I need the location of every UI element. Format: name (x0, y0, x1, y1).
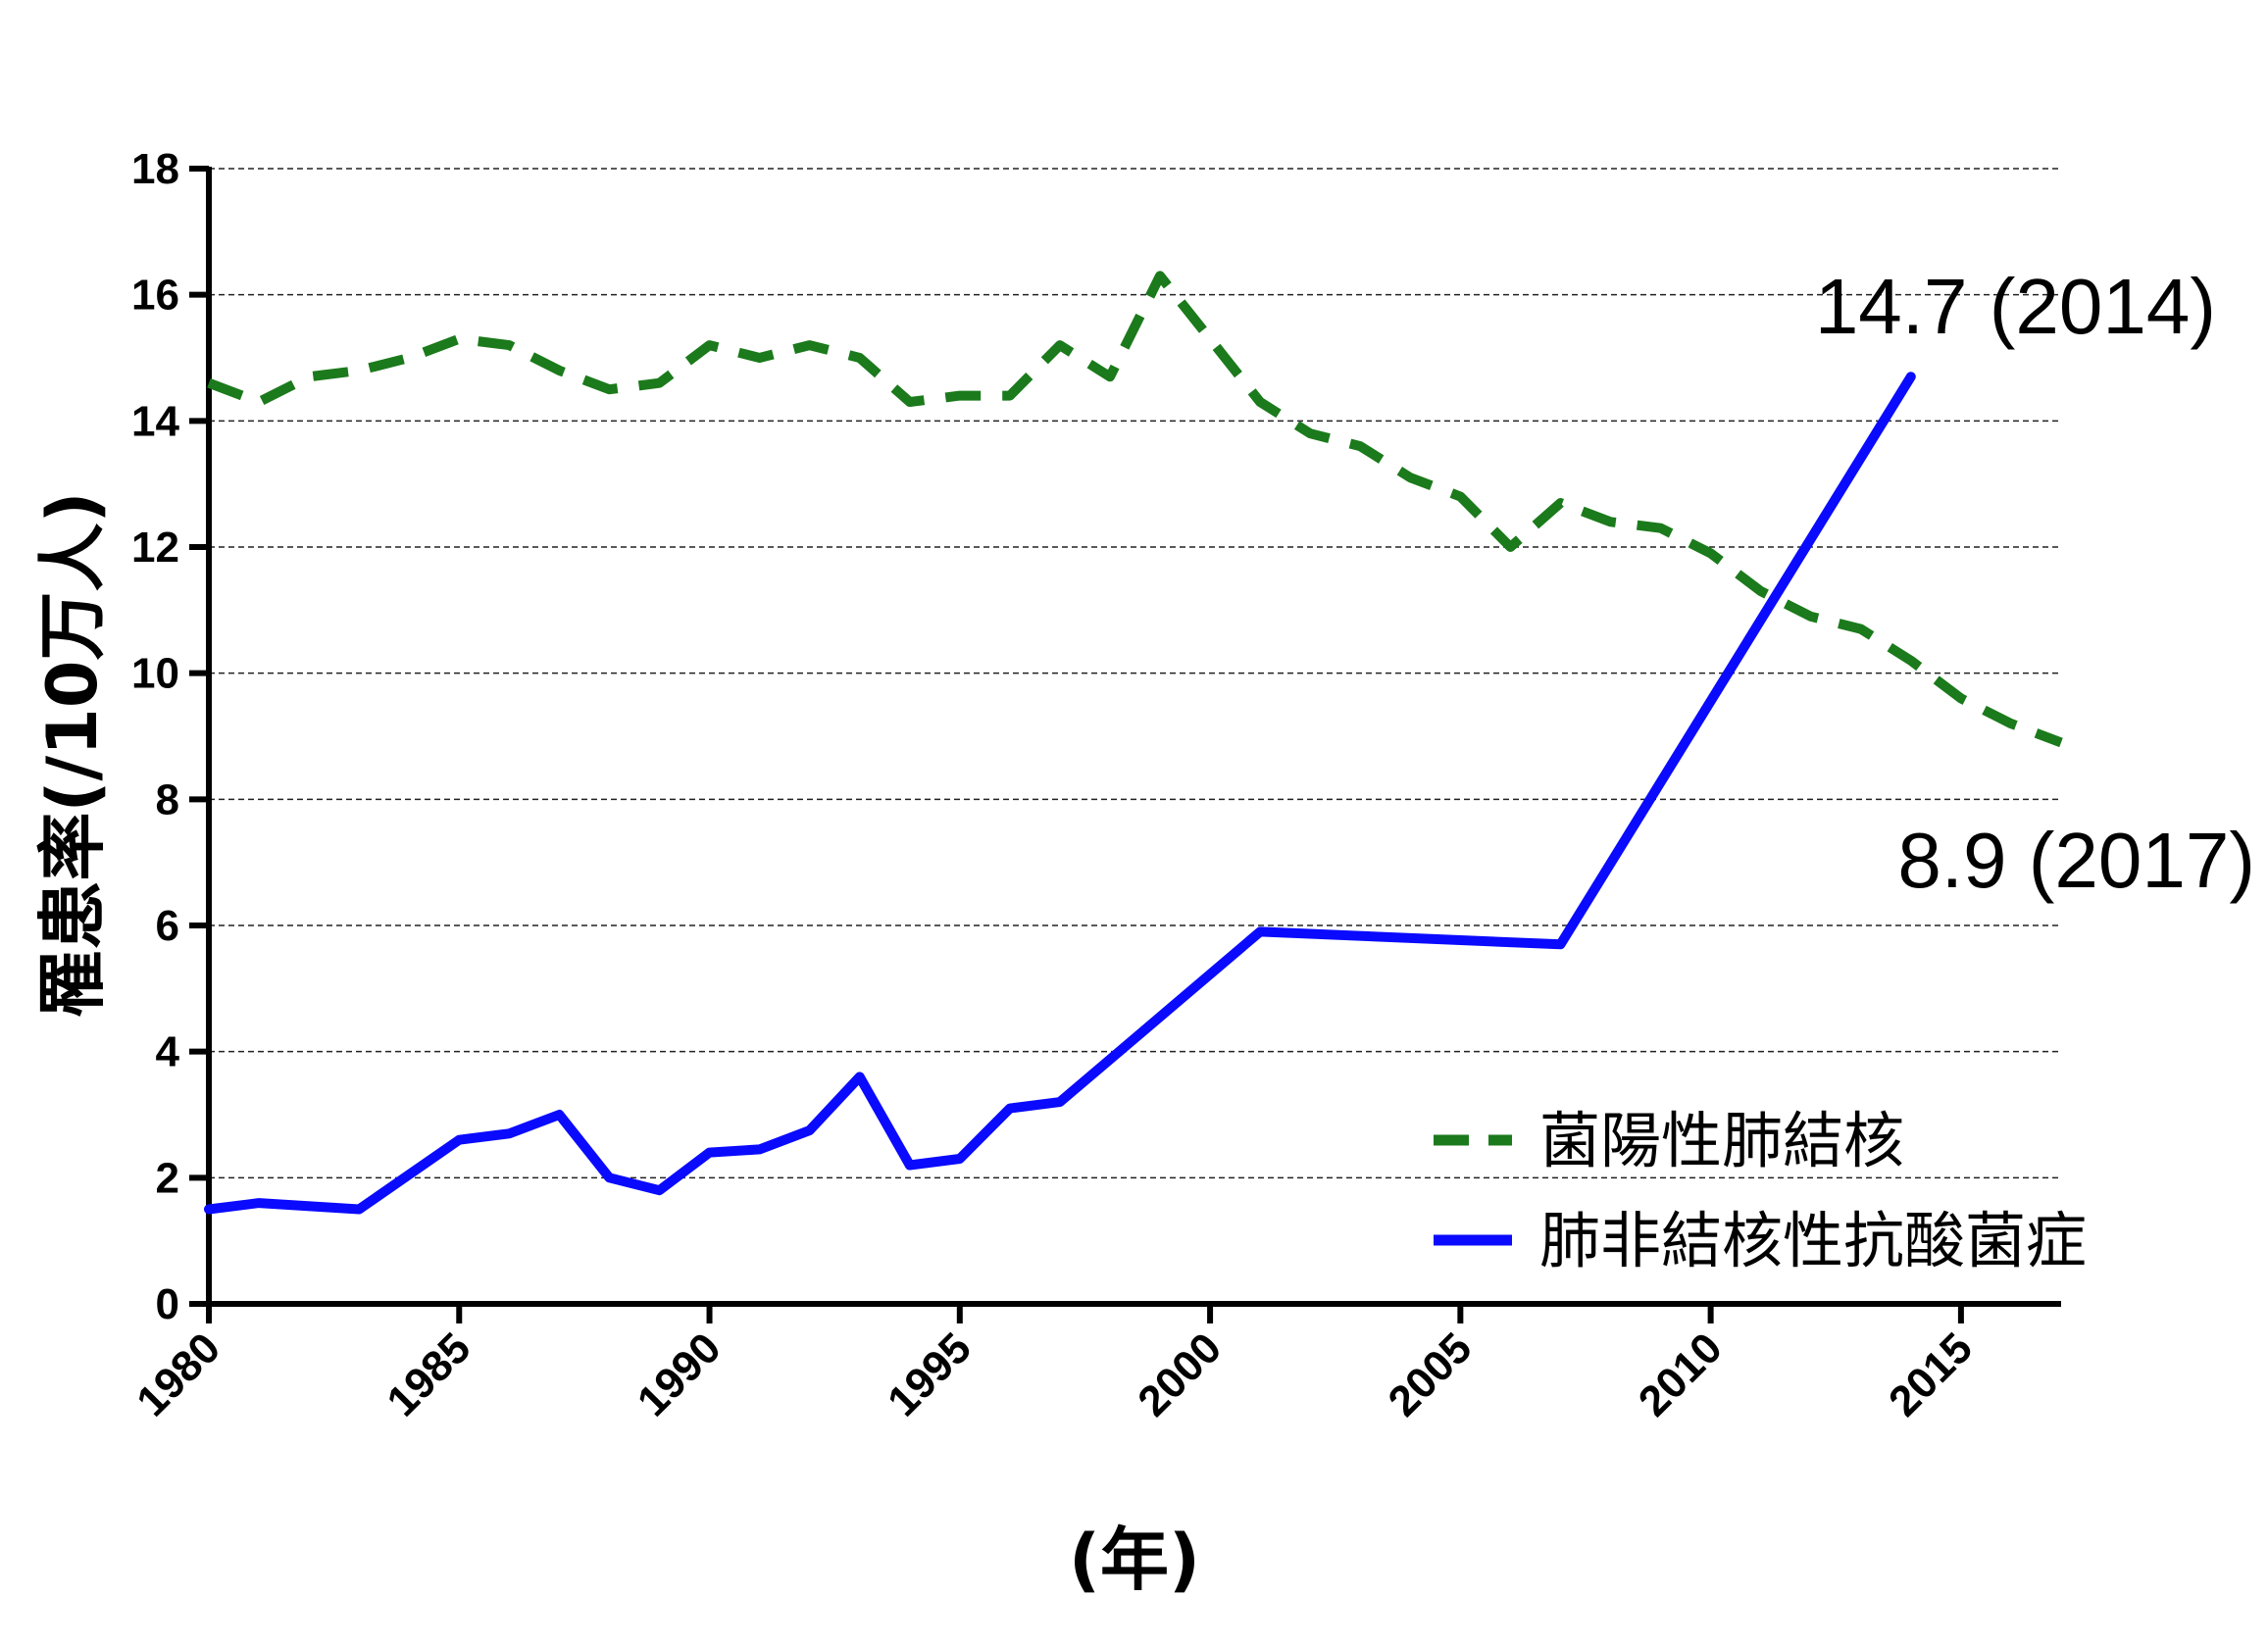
x-tick-label: 1990 (629, 1323, 731, 1425)
y-tick-labels: 0 2 4 6 8 10 12 14 16 18 (131, 145, 209, 1328)
y-tick-label: 12 (131, 524, 179, 572)
x-tick-label: 2000 (1129, 1323, 1231, 1425)
x-tick-label: 2005 (1380, 1323, 1482, 1425)
y-tick-label: 16 (131, 272, 179, 320)
y-tick-label: 4 (156, 1028, 180, 1076)
series-line-ntm (204, 372, 1916, 1215)
y-tick-label: 6 (156, 902, 179, 950)
y-tick-label: 14 (131, 397, 179, 445)
x-tick-label: 1980 (127, 1323, 229, 1425)
axes (206, 167, 2061, 1307)
x-axis-title: (年) (1069, 1520, 1200, 1600)
legend-label-tb: 菌陽性肺結核 (1539, 1105, 1904, 1176)
y-tick-label: 18 (131, 145, 179, 193)
y-tick-label: 0 (156, 1280, 179, 1328)
x-tick-label: 2010 (1630, 1323, 1732, 1425)
legend: 菌陽性肺結核 肺非結核性抗酸菌症 (1434, 1105, 2087, 1276)
y-tick-label: 10 (131, 650, 179, 698)
grid-lines (209, 168, 2061, 1179)
x-tick-label: 1985 (378, 1323, 479, 1425)
x-tick-label: 2015 (1880, 1323, 1982, 1425)
y-tick-label: 2 (156, 1154, 179, 1202)
y-axis-title: 罹患率(/10万人) (32, 492, 113, 1019)
legend-label-ntm: 肺非結核性抗酸菌症 (1539, 1205, 2087, 1276)
annotation-ntm-2014: 14.7 (2014) (1815, 263, 2216, 350)
y-tick-label: 8 (156, 775, 179, 824)
series-line-tb (207, 271, 2063, 748)
annotation-tb-2017: 8.9 (2017) (1897, 817, 2255, 904)
x-tick-label: 1995 (879, 1323, 981, 1425)
series-lines (204, 271, 2063, 1215)
x-tick-labels: 1980 1985 1990 1995 2000 2005 2010 2015 (127, 1304, 1982, 1425)
